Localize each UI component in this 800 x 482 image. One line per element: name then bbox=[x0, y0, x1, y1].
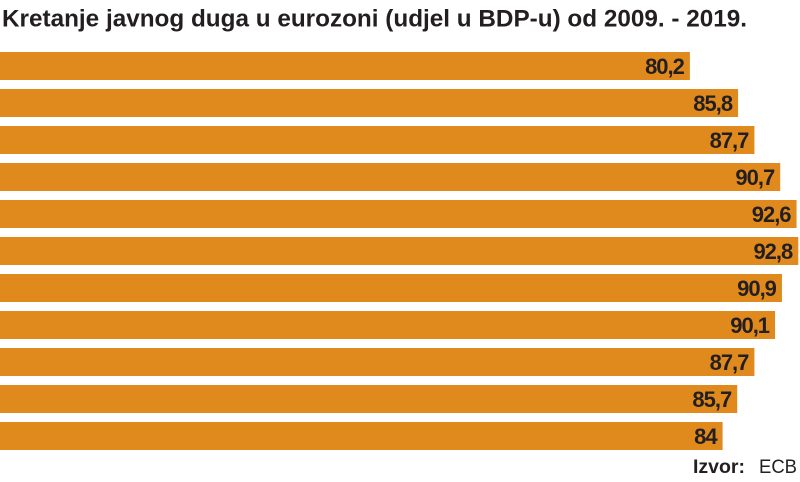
source-label: Izvor: bbox=[693, 457, 745, 478]
value-label: 90,1 bbox=[730, 313, 770, 338]
bar bbox=[0, 126, 755, 154]
bar bbox=[0, 163, 781, 191]
value-label: 90,7 bbox=[735, 165, 775, 190]
bar bbox=[0, 385, 738, 413]
bar bbox=[0, 52, 690, 80]
bar bbox=[0, 237, 799, 265]
value-label: 92,8 bbox=[753, 239, 793, 264]
bar bbox=[0, 422, 723, 450]
bar bbox=[0, 311, 776, 339]
value-label: 92,6 bbox=[752, 202, 792, 227]
source: ECB bbox=[759, 457, 797, 478]
value-label: 87,7 bbox=[710, 350, 750, 375]
value-label: 85,8 bbox=[693, 91, 733, 116]
value-label: 90,9 bbox=[737, 276, 777, 301]
value-label: 84 bbox=[694, 424, 718, 449]
value-label: 85,7 bbox=[692, 387, 732, 412]
bar bbox=[0, 200, 797, 228]
value-label: 87,7 bbox=[710, 128, 750, 153]
value-label: 80,2 bbox=[645, 54, 685, 79]
chart-title: Kretanje javnog duga u eurozoni (udjel u… bbox=[2, 5, 747, 32]
bar bbox=[0, 274, 782, 302]
bar bbox=[0, 89, 739, 117]
bar bbox=[0, 348, 755, 376]
